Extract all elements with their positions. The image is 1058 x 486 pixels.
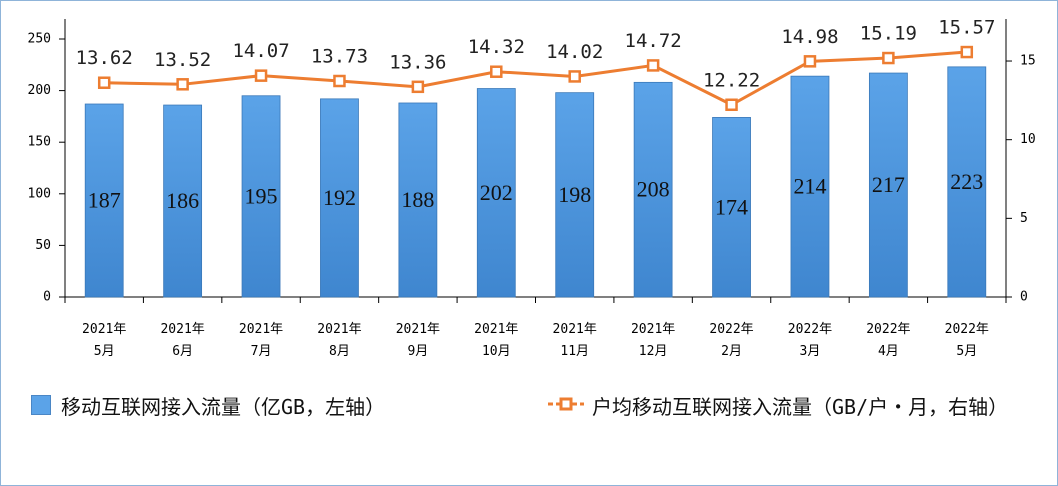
x-tick-label: 2022年 2月 — [709, 322, 753, 359]
bar-value-label: 186 — [166, 188, 199, 213]
bar-value-label: 217 — [872, 172, 905, 197]
line-marker — [725, 98, 738, 112]
line-value-label: 13.73 — [311, 46, 368, 68]
line-marker — [803, 55, 817, 68]
y-tick-label: 150 — [28, 135, 51, 150]
bar — [163, 104, 203, 298]
bar — [633, 81, 673, 298]
x-tick-label: 2021年 8月 — [317, 322, 361, 359]
y2-tick-label: 10 — [1020, 132, 1036, 147]
legend-label: 移动互联网接入流量（亿GB，左轴） — [61, 395, 386, 419]
bar-value-label: 202 — [480, 180, 513, 205]
line-marker — [411, 80, 425, 94]
legend-item: 移动互联网接入流量（亿GB，左轴） — [31, 391, 385, 420]
bar — [84, 103, 124, 298]
line-value-label: 13.36 — [389, 51, 446, 73]
line-marker — [646, 59, 660, 72]
bar-value-label: 195 — [245, 183, 278, 208]
x-tick-label: 2021年 5月 — [82, 322, 126, 359]
bar-value-label: 214 — [793, 174, 826, 199]
bar — [398, 102, 438, 298]
line-value-label: 14.07 — [232, 40, 289, 62]
bar — [947, 66, 987, 298]
x-tick-label: 2021年 6月 — [160, 322, 204, 359]
line-marker — [882, 51, 895, 65]
x-tick-label: 2021年 11月 — [553, 322, 597, 359]
line — [104, 50, 967, 107]
line-value-label: 13.62 — [76, 47, 133, 69]
y-tick-label: 200 — [28, 83, 51, 98]
y2-tick-label: 15 — [1020, 54, 1036, 69]
line-marker — [490, 65, 503, 78]
y-tick-label: 250 — [28, 32, 51, 47]
chart: 0 50 100 150 200 250 0 5 10 15 2021年 5月 187 2021年 6月 18… — [28, 17, 1036, 359]
y-tick-label: 0 — [43, 290, 51, 305]
line-marker — [960, 45, 974, 59]
bar-value-label: 223 — [950, 169, 983, 194]
bar-value-label: 188 — [401, 187, 434, 212]
y-tick-label: 50 — [35, 238, 51, 253]
y-tick-label: 100 — [28, 186, 51, 201]
legend-label: 户均移动互联网接入流量（GB/户・月，右轴） — [592, 395, 1009, 419]
bar — [320, 98, 359, 298]
y2-tick-label: 0 — [1020, 290, 1028, 305]
x-tick-label: 2021年 7月 — [239, 322, 283, 359]
x-tick-label: 2022年 4月 — [866, 322, 910, 359]
bar-value-label: 192 — [323, 185, 356, 210]
x-tick-label: 2021年 12月 — [631, 322, 675, 359]
line-marker — [254, 69, 268, 82]
line-value-label: 14.02 — [546, 41, 603, 63]
x-tick-label: 2021年 10月 — [474, 322, 518, 359]
line-value-label: 14.98 — [781, 26, 838, 48]
line-value-label: 14.32 — [468, 36, 525, 58]
line-marker — [97, 76, 111, 89]
line-value-label: 12.22 — [703, 69, 760, 91]
legend-marker — [559, 397, 573, 411]
x-tick-label: 2021年 9月 — [396, 322, 440, 359]
bar — [712, 117, 751, 298]
bar — [790, 75, 830, 298]
line-value-label: 13.52 — [154, 49, 211, 71]
bar-value-label: 198 — [558, 182, 591, 207]
line-value-label: 15.19 — [860, 23, 917, 45]
legend-swatch — [31, 395, 51, 415]
line-value-label: 15.57 — [938, 17, 995, 39]
bar — [868, 72, 908, 298]
bar-value-label: 174 — [715, 194, 748, 219]
bar-value-label: 208 — [637, 177, 670, 202]
line-marker — [568, 70, 581, 83]
line-marker — [333, 74, 346, 88]
bar — [241, 95, 281, 298]
x-tick-label: 2022年 5月 — [945, 322, 989, 359]
bar — [476, 88, 516, 298]
legend-item: 户均移动互联网接入流量（GB/户・月，右轴） — [546, 391, 1016, 420]
line-value-label: 14.72 — [625, 30, 682, 52]
bar — [555, 92, 595, 298]
legend-swatch — [548, 397, 584, 411]
bar-value-label: 187 — [88, 188, 121, 213]
line-marker — [176, 78, 189, 91]
x-tick-label: 2022年 3月 — [788, 322, 832, 359]
y2-tick-label: 5 — [1020, 211, 1028, 226]
